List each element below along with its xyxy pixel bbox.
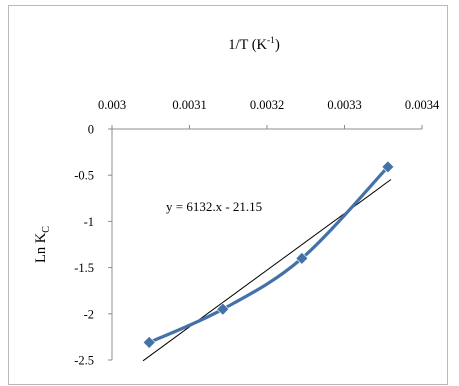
x-tick-label: 0.0033 bbox=[327, 98, 361, 112]
y-tick-label: -1.5 bbox=[74, 261, 94, 275]
y-tick-marks bbox=[108, 128, 112, 361]
data-point-marker bbox=[216, 302, 230, 316]
series-line bbox=[147, 165, 390, 345]
y-tick-label: 0 bbox=[88, 123, 94, 137]
series-markers bbox=[142, 160, 395, 349]
chart-title: 1/T (K-1) bbox=[228, 36, 280, 53]
x-tick-label: 0.0034 bbox=[405, 98, 440, 112]
x-tick-labels: 0.003 0.0031 0.0032 0.0033 0.0034 bbox=[98, 98, 440, 112]
x-tick-label: 0.0032 bbox=[250, 98, 284, 112]
title-close: ) bbox=[275, 37, 280, 53]
chart: 1/T (K-1) 0.003 0.0031 0.0032 0.0033 0.0034 … bbox=[33, 36, 440, 368]
ylabel-main: Ln K bbox=[33, 232, 49, 263]
y-tick-label: -2.5 bbox=[74, 354, 94, 368]
data-point-marker bbox=[142, 336, 156, 349]
chart-frame: 1/T (K-1) 0.003 0.0031 0.0032 0.0033 0.0034 … bbox=[8, 5, 448, 385]
y-tick-labels: 0 -0.5 -1 -1.5 -2 -2.5 bbox=[74, 123, 94, 368]
x-tick-marks bbox=[111, 125, 423, 129]
y-tick-label: -2 bbox=[84, 307, 94, 321]
y-tick-label: -0.5 bbox=[74, 169, 94, 183]
trendline-equation: y = 6132.x - 21.15 bbox=[166, 199, 262, 214]
x-tick-label: 0.003 bbox=[98, 98, 126, 112]
data-point-marker bbox=[295, 251, 309, 265]
data-point-marker bbox=[381, 160, 395, 174]
y-tick-label: -1 bbox=[84, 215, 94, 229]
title-main: 1/T (K bbox=[228, 37, 267, 53]
y-axis-label: Ln KC bbox=[33, 226, 52, 263]
ylabel-subscript: C bbox=[41, 226, 52, 233]
x-tick-label: 0.0031 bbox=[172, 98, 206, 112]
title-superscript: -1 bbox=[267, 36, 275, 46]
